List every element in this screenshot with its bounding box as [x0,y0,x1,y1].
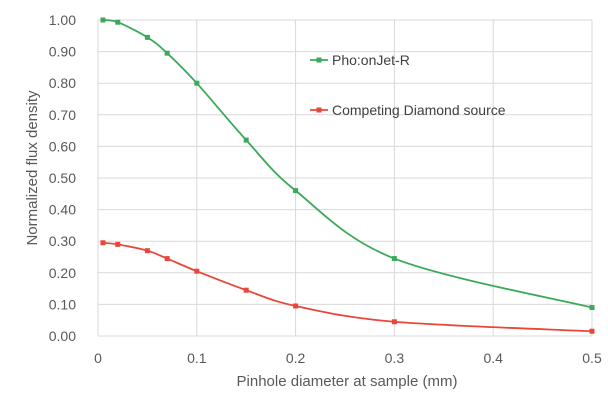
x-axis-ticks: 0 0.1 0.2 0.3 0.4 0.5 [94,350,602,366]
legend-marker-1 [316,57,322,63]
series-1-point [243,137,249,143]
y-axis-title: Normalized flux density [24,90,41,246]
y-tick-label: 0.70 [49,107,76,123]
gridlines [97,19,593,337]
series-1-point [293,188,299,194]
series-1-point [589,305,595,311]
series-1-point [144,34,150,40]
series-2-point [589,328,595,334]
series-1-point [194,80,200,86]
series-1-point [164,50,170,56]
x-tick-label: 0.3 [385,350,405,366]
y-tick-label: 0.90 [49,44,76,60]
series-2-point [194,268,200,274]
x-tick-label: 0.5 [582,350,602,366]
series-2-point [243,287,249,293]
series-2-line [102,241,593,333]
series-2-point [144,248,150,254]
series-2-point [115,241,121,247]
series-2-point [100,240,106,246]
legend-label-1: Pho:onJet-R [332,52,410,68]
x-tick-label: 0.2 [286,350,306,366]
y-axis-ticks: 0.00 0.10 0.20 0.30 0.40 0.50 0.60 0.70 0.80 0.90… [49,12,76,344]
series-1-point [115,19,121,25]
legend: Pho:onJet-R Competing Diamond source [310,52,506,118]
legend-label-2: Competing Diamond source [332,102,506,118]
y-tick-label: 0.50 [49,170,76,186]
series-1-point [100,17,106,23]
x-tick-label: 0.1 [187,350,207,366]
series-group [100,17,595,334]
y-tick-label: 0.00 [49,328,76,344]
series-2-point [164,256,170,262]
y-tick-label: 0.80 [49,75,76,91]
x-tick-label: 0 [94,350,102,366]
legend-marker-2 [316,107,322,113]
y-tick-label: 0.40 [49,202,76,218]
x-tick-label: 0.4 [483,350,503,366]
series-2-point [391,319,397,325]
y-tick-label: 0.30 [49,233,76,249]
series-1-point [391,256,397,262]
series-1-line [102,19,593,309]
series-2-point [293,303,299,309]
y-tick-label: 1.00 [49,12,76,28]
y-tick-label: 0.20 [49,265,76,281]
y-tick-label: 0.60 [49,138,76,154]
y-tick-label: 0.10 [49,296,76,312]
x-axis-title: Pinhole diameter at sample (mm) [237,373,458,390]
